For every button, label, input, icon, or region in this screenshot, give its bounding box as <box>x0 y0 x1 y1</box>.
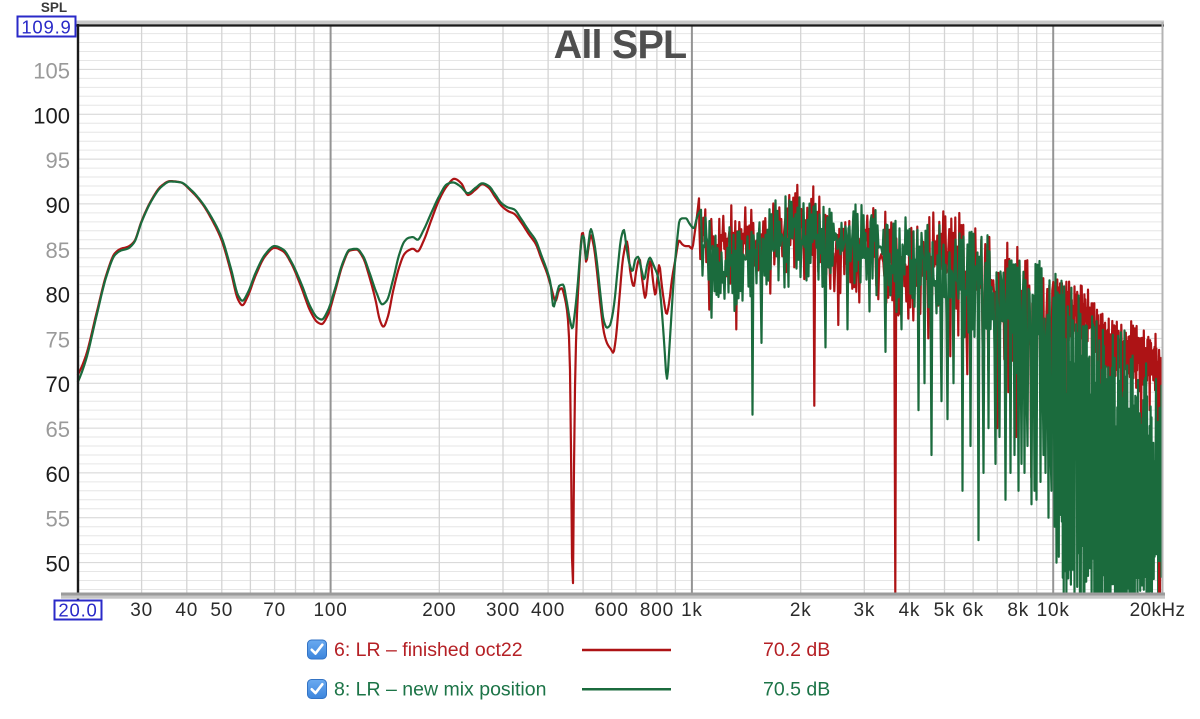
svg-text:20.0: 20.0 <box>58 600 97 621</box>
svg-text:70: 70 <box>263 600 286 621</box>
svg-text:6k: 6k <box>962 600 984 621</box>
svg-text:60: 60 <box>46 462 70 487</box>
svg-text:600: 600 <box>595 600 629 621</box>
svg-text:109.9: 109.9 <box>21 17 71 38</box>
svg-text:30: 30 <box>130 600 153 621</box>
svg-text:50: 50 <box>46 552 70 577</box>
svg-text:8: LR – new mix position: 8: LR – new mix position <box>334 679 546 701</box>
svg-text:90: 90 <box>46 193 70 218</box>
svg-text:4k: 4k <box>899 600 921 621</box>
svg-text:40: 40 <box>175 600 198 621</box>
svg-text:70.2 dB: 70.2 dB <box>763 639 830 661</box>
svg-text:95: 95 <box>46 148 70 173</box>
svg-text:70: 70 <box>46 372 70 397</box>
svg-text:10k: 10k <box>1037 600 1070 621</box>
svg-text:75: 75 <box>46 327 70 352</box>
svg-text:1k: 1k <box>681 600 703 621</box>
svg-text:50: 50 <box>210 600 233 621</box>
svg-text:5k: 5k <box>934 600 956 621</box>
svg-text:6: LR – finished oct22: 6: LR – finished oct22 <box>334 639 523 661</box>
svg-text:100: 100 <box>314 600 348 621</box>
svg-text:300: 300 <box>486 600 520 621</box>
svg-text:2k: 2k <box>790 600 812 621</box>
svg-text:105: 105 <box>33 58 70 83</box>
svg-text:55: 55 <box>46 507 70 532</box>
svg-text:3k: 3k <box>853 600 875 621</box>
svg-text:800: 800 <box>640 600 674 621</box>
svg-text:8k: 8k <box>1007 600 1029 621</box>
svg-text:All SPL: All SPL <box>554 23 687 67</box>
svg-text:65: 65 <box>46 417 70 442</box>
svg-text:200: 200 <box>422 600 456 621</box>
svg-text:100: 100 <box>33 103 70 128</box>
svg-text:20kHz: 20kHz <box>1130 600 1186 621</box>
svg-text:85: 85 <box>46 238 70 263</box>
svg-text:70.5 dB: 70.5 dB <box>763 679 830 701</box>
svg-text:SPL: SPL <box>41 0 67 15</box>
svg-text:400: 400 <box>531 600 565 621</box>
svg-text:80: 80 <box>46 283 70 308</box>
